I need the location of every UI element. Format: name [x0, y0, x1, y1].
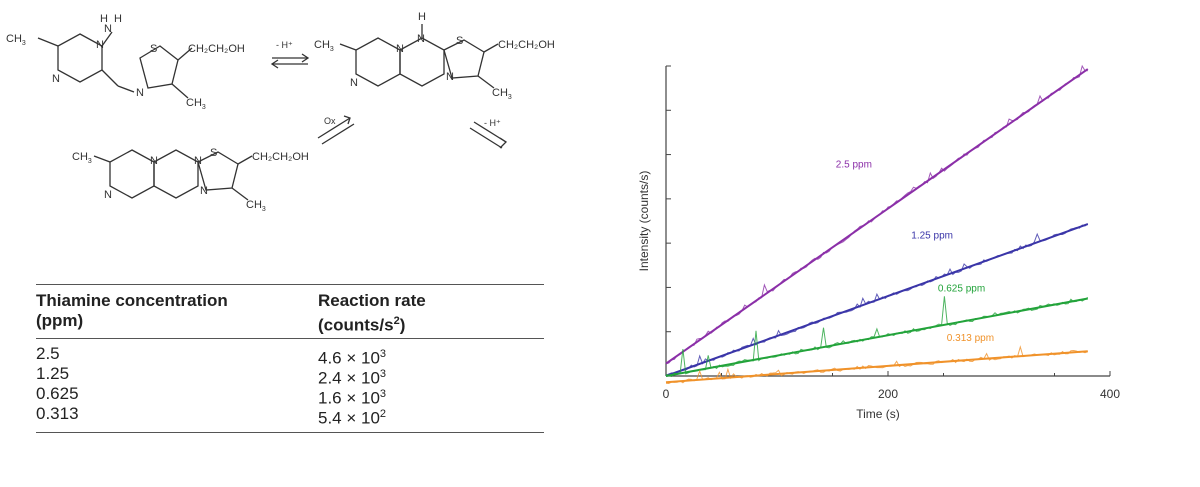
ring-n-label: N [446, 71, 454, 83]
arrowhead [343, 115, 351, 125]
tricyclic-ring-b [399, 37, 445, 87]
series-label: 1.25 ppm [911, 231, 953, 242]
oxidation-label: Ox [324, 116, 336, 126]
methyl-label: CH3 [186, 97, 206, 111]
bond [339, 43, 357, 51]
amine-h-label: H [100, 13, 108, 25]
ring-n-label: N [104, 189, 112, 201]
oxidation-arrow [317, 117, 351, 139]
bond [101, 31, 113, 47]
bridge-h-label: H [418, 11, 426, 23]
series-label: 0.313 ppm [947, 333, 994, 344]
bond [37, 37, 59, 47]
bond [231, 187, 249, 201]
table-cell-rate: 4.6 × 103 [318, 348, 387, 368]
thiochrome-ring-b [153, 149, 199, 199]
header-concentration: Thiamine concentration (ppm) [36, 291, 228, 330]
bond [483, 43, 499, 53]
table-cell-rate: 5.4 × 102 [318, 408, 387, 428]
header-rate: Reaction rate (counts/s2) [318, 291, 426, 335]
amine-n-label: N [104, 23, 112, 35]
table-cell-rate: 1.6 × 103 [318, 388, 387, 408]
oxidation-arrow [321, 123, 355, 145]
thiochrome-ring-a [109, 149, 155, 199]
table-cell-conc: 1.25 [36, 364, 70, 383]
table-cell-conc: 0.313 [36, 404, 79, 423]
x-tick-label: 0 [663, 387, 670, 401]
series-fit-line [665, 223, 1089, 377]
methyl-label: CH3 [492, 87, 512, 101]
sulfur-label: S [150, 43, 157, 55]
deprotonation-label: - H⁺ [276, 40, 293, 50]
arrowhead [270, 59, 279, 69]
thiochrome-ring-c [197, 151, 239, 191]
table-cell-conc: 2.5 [36, 344, 60, 363]
table-cell-rate: 2.4 × 103 [318, 368, 387, 388]
hydroxyethyl-label: CH₂CH₂OH [188, 43, 245, 55]
ring-n-label: N [52, 73, 60, 85]
bond [237, 155, 253, 165]
x-tick-label: 200 [878, 387, 898, 401]
thiamine-thiazolium-ring [139, 45, 179, 89]
methyl-label: CH3 [314, 39, 334, 53]
ring-n-label: N [350, 77, 358, 89]
table-header-rule [36, 338, 544, 339]
bond [93, 155, 111, 163]
methyl-label: CH3 [72, 151, 92, 165]
methyl-label: CH3 [6, 33, 26, 47]
ring-n-label: N [200, 185, 208, 197]
table-cell-conc: 0.625 [36, 384, 79, 403]
table-bottom-rule [36, 432, 544, 433]
sulfur-label: S [456, 35, 463, 47]
arrowhead [301, 53, 310, 63]
series-label: 0.625 ppm [938, 283, 985, 294]
deprotonation-arrow [469, 127, 503, 149]
reaction-scheme: CH3 N H H N N N S CH₂CH₂OH CH3 - H⁺ CH3 … [6, 11, 555, 213]
bridge-n-label: N [417, 33, 425, 45]
series-fit-line [665, 297, 1088, 377]
bond [117, 85, 135, 93]
ring-n-label: N [396, 43, 404, 55]
bond [101, 69, 119, 87]
hydroxyethyl-label: CH₂CH₂OH [498, 39, 555, 51]
table-top-rule [36, 284, 544, 285]
amine-h-label: H [114, 13, 122, 25]
series-fit-line [665, 350, 1088, 384]
ring-n-label: N [150, 155, 158, 167]
kinetics-chart: 0 200 400 Time (s) Intensity (counts/s) 2.5 p… [637, 64, 1120, 421]
tricyclic-ring-c [443, 39, 485, 79]
methyl-label: CH3 [246, 199, 266, 213]
ring-n-label: N [194, 155, 202, 167]
x-tick-label: 400 [1100, 387, 1120, 401]
x-axis-label: Time (s) [856, 407, 900, 421]
bond [177, 47, 193, 61]
bond [477, 75, 495, 89]
y-axis-label: Intensity (counts/s) [637, 171, 651, 272]
series-label: 2.5 ppm [836, 159, 872, 170]
ring-n-label: N [96, 39, 104, 51]
bond [171, 83, 189, 99]
thiazolium-n-label: N [136, 87, 144, 99]
tricyclic-ring-a [355, 37, 401, 87]
arrowhead [499, 137, 508, 149]
sulfur-label: S [210, 147, 217, 159]
series-fit-line [665, 68, 1089, 365]
hydroxyethyl-label: CH₂CH₂OH [252, 151, 309, 163]
deprotonation-label: - H⁺ [484, 118, 501, 128]
